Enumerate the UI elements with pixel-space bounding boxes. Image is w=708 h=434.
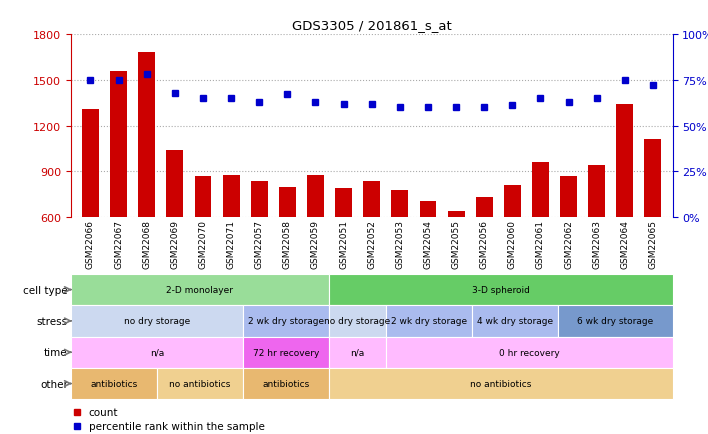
Text: stress: stress: [37, 316, 68, 326]
Text: antibiotics: antibiotics: [262, 379, 309, 388]
Text: antibiotics: antibiotics: [90, 379, 137, 388]
Bar: [243, 306, 329, 337]
Text: 2 wk dry storage: 2 wk dry storage: [248, 317, 324, 326]
Bar: [363, 181, 380, 309]
Bar: [588, 166, 605, 309]
Bar: [558, 306, 673, 337]
Text: 0 hr recovery: 0 hr recovery: [499, 348, 560, 357]
Text: 2-D monolayer: 2-D monolayer: [166, 286, 233, 294]
Bar: [71, 368, 156, 399]
Text: no antibiotics: no antibiotics: [470, 379, 531, 388]
Bar: [476, 198, 493, 309]
Text: no antibiotics: no antibiotics: [169, 379, 230, 388]
Bar: [138, 53, 155, 309]
Text: 72 hr recovery: 72 hr recovery: [253, 348, 319, 357]
Bar: [243, 368, 329, 399]
Bar: [156, 368, 243, 399]
Bar: [222, 175, 239, 309]
Bar: [644, 140, 661, 309]
Bar: [447, 212, 464, 309]
Bar: [71, 274, 329, 306]
Bar: [329, 337, 386, 368]
Text: other: other: [40, 379, 68, 388]
Bar: [420, 201, 436, 309]
Bar: [560, 177, 577, 309]
Text: 3-D spheroid: 3-D spheroid: [472, 286, 530, 294]
Text: no dry storage: no dry storage: [124, 317, 190, 326]
Text: count: count: [89, 407, 118, 417]
Text: no dry storage: no dry storage: [324, 317, 391, 326]
Bar: [532, 163, 549, 309]
Text: 2 wk dry storage: 2 wk dry storage: [391, 317, 467, 326]
Bar: [251, 181, 268, 309]
Bar: [71, 306, 243, 337]
Text: cell type: cell type: [23, 285, 68, 295]
Bar: [166, 151, 183, 309]
Bar: [335, 189, 352, 309]
Bar: [82, 109, 99, 309]
Text: n/a: n/a: [350, 348, 365, 357]
Bar: [243, 337, 329, 368]
Bar: [504, 186, 521, 309]
Bar: [392, 191, 409, 309]
Title: GDS3305 / 201861_s_at: GDS3305 / 201861_s_at: [292, 19, 452, 32]
Bar: [195, 177, 212, 309]
Text: time: time: [44, 348, 68, 357]
Bar: [386, 306, 472, 337]
Text: n/a: n/a: [149, 348, 164, 357]
Text: 6 wk dry storage: 6 wk dry storage: [577, 317, 653, 326]
Bar: [617, 105, 633, 309]
Text: 4 wk dry storage: 4 wk dry storage: [477, 317, 553, 326]
Bar: [307, 175, 324, 309]
Bar: [110, 71, 127, 309]
Bar: [329, 306, 386, 337]
Bar: [329, 274, 673, 306]
Bar: [472, 306, 558, 337]
Bar: [279, 187, 296, 309]
Text: percentile rank within the sample: percentile rank within the sample: [89, 421, 265, 431]
Bar: [71, 337, 243, 368]
Bar: [386, 337, 673, 368]
Bar: [329, 368, 673, 399]
